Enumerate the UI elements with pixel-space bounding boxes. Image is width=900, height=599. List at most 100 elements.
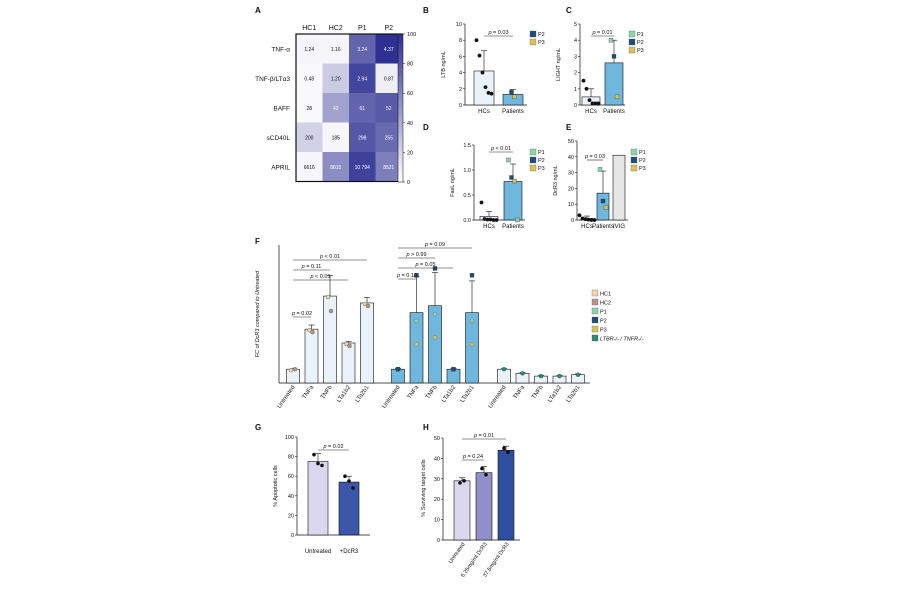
- panel-b-point: [509, 89, 514, 95]
- panel-f-pvalue-g2-label: p > 0.99: [405, 252, 426, 258]
- heatmap-cell-value: 0.87: [384, 76, 394, 82]
- panel-b-point: [483, 85, 488, 90]
- panel-f-point-p2: [469, 273, 475, 278]
- heatmap-cell-value: 0.48: [304, 76, 314, 82]
- panel-label-g: G: [255, 423, 261, 432]
- panel-f-xtick-label: LTa2b1: [460, 384, 476, 404]
- panel-f-xtick-label: Untreated: [488, 385, 508, 410]
- panel-f-point-hc2: [292, 367, 298, 372]
- panel-c-legend-label-p2: P2: [637, 40, 644, 46]
- panel-f-xtick-label: Untreated: [382, 385, 402, 410]
- panel-e-xtick-label: Patients: [592, 224, 614, 230]
- heatmap-col-hc1: HC1: [302, 25, 316, 32]
- panel-d-legend-swatch-p1: [529, 148, 537, 156]
- panel-h-point: [480, 466, 484, 471]
- panel-f-bar: [341, 342, 356, 384]
- panel-d-ytick-label: 0.0: [463, 218, 471, 224]
- panel-f-point-p1: [414, 318, 419, 324]
- colorbar: [397, 33, 404, 183]
- heatmap-cell: [375, 34, 402, 64]
- panel-b-ytick-label: 4: [459, 71, 462, 77]
- panel-f-pvalue-g2-label: p = 0.10: [396, 273, 417, 279]
- panel-f-xtick-label: TNFb: [425, 384, 439, 400]
- panel-f-point-hc2: [328, 308, 334, 314]
- colorbar-tick-label: 60: [407, 91, 413, 97]
- panel-f-bar: [286, 368, 300, 384]
- panel-f-legend-label: LTBR-/- / TNFR-/-: [600, 337, 643, 343]
- panel-b-legend-swatch-p2: [529, 30, 537, 38]
- panel-e-legend-swatch-p1: [630, 148, 638, 156]
- panel-f-point-ko: [575, 372, 581, 377]
- heatmap-cell-value: 2.94: [357, 76, 367, 82]
- panel-f-pvalue-g2-label: p = 0.09: [424, 242, 445, 248]
- heatmap-cell-value: 52: [386, 106, 392, 112]
- panel-c-ytick-label: 5: [574, 22, 577, 28]
- panel-e-xtick-label: HCs: [581, 224, 593, 230]
- panel-f-legend-swatch: [591, 289, 599, 297]
- panel-f-legend-label: P3: [600, 328, 607, 334]
- heatmap-cell-value: 298: [358, 135, 367, 141]
- panel-g-point: [343, 474, 347, 479]
- panel-c-point: [584, 86, 589, 91]
- panel-e-ytick-label: 20: [568, 186, 574, 192]
- panel-c-legend-label-p1: P1: [637, 32, 644, 38]
- panel-d-ytick-label: 0.5: [463, 193, 471, 199]
- panel-e-ytick-label: 10: [568, 202, 574, 208]
- panel-f-legend-label: P1: [600, 310, 607, 316]
- panel-b-ytick-label: 2: [459, 87, 462, 93]
- panel-g-point: [351, 486, 355, 490]
- panel-f-point-hc1: [288, 368, 294, 373]
- panel-b-point: [512, 94, 517, 100]
- heatmap-cell: [296, 34, 323, 64]
- panel-h-pvalue-label: p = 0.01: [473, 433, 494, 439]
- heatmap-cell-value: 10 794: [355, 165, 371, 171]
- panel-d-legend-label-p3: P3: [538, 166, 545, 172]
- colorbar-tick-label: 100: [407, 32, 416, 38]
- heatmap-cell-value: 200: [305, 135, 314, 141]
- panel-f-point-ko: [557, 373, 562, 379]
- panel-h-pvalue-label: p = 0.24: [462, 454, 483, 460]
- heatmap-cell: [296, 122, 323, 152]
- panel-c-xtick-label: HCs: [585, 109, 597, 115]
- panel-c-ylabel: LIGHT ng/mL: [556, 48, 562, 81]
- panel-f-pvalue-g1-label: p = 0.02: [291, 311, 312, 317]
- panel-f-xtick-label: TNFa: [513, 384, 527, 400]
- panel-h-bar: [497, 449, 515, 541]
- heatmap-col-p2: P2: [384, 25, 393, 32]
- panel-f-legend-swatch: [591, 325, 599, 333]
- panel-f-legend-swatch: [591, 298, 599, 306]
- colorbar-tick-label: 40: [407, 121, 413, 127]
- panel-f-point-p2: [395, 367, 401, 372]
- panel-h-xtick-label: Untreated: [448, 542, 467, 565]
- panel-f-point-p1: [469, 318, 475, 324]
- panel-e-legend-swatch-p2: [630, 156, 638, 164]
- panel-h-point: [458, 481, 462, 485]
- panel-f-bar: [304, 328, 319, 384]
- heatmap-cell-value: 42: [333, 106, 339, 112]
- panel-f-point-hc1: [325, 294, 331, 300]
- panel-f-legend-label: HC2: [600, 301, 611, 307]
- panel-f-xtick-label: LTa2b1: [355, 384, 371, 404]
- heatmap-cell: [375, 63, 402, 93]
- panel-d-point: [512, 178, 517, 184]
- panel-c-legend-label-p3: P3: [637, 48, 644, 54]
- panel-f-point-hc2: [310, 329, 315, 335]
- panel-d-legend-label-p1: P1: [538, 150, 545, 156]
- panel-g-point: [316, 461, 320, 466]
- heatmap-cell-value: 1.20: [331, 76, 341, 82]
- heatmap-col-hc2: HC2: [329, 25, 343, 32]
- panel-e-legend-label-p2: P2: [639, 158, 646, 164]
- panel-f-legend-swatch: [591, 307, 599, 315]
- panel-d-bar: [503, 181, 523, 221]
- colorbar-tick-label: 0: [407, 180, 410, 186]
- panel-b-ylabel: LTB ng/mL: [441, 51, 447, 78]
- panel-c-bar: [604, 62, 624, 106]
- panel-f-legend-swatch: [591, 316, 599, 324]
- panel-d-ytick-label: 1.0: [463, 168, 471, 174]
- panel-f-xtick-label: TNFb: [531, 384, 545, 400]
- panel-f-point-hc1: [362, 301, 368, 307]
- panel-f-point-hc2: [347, 343, 352, 349]
- panel-f-legend-label: HC1: [600, 292, 611, 298]
- panel-f-point-p3: [469, 342, 475, 347]
